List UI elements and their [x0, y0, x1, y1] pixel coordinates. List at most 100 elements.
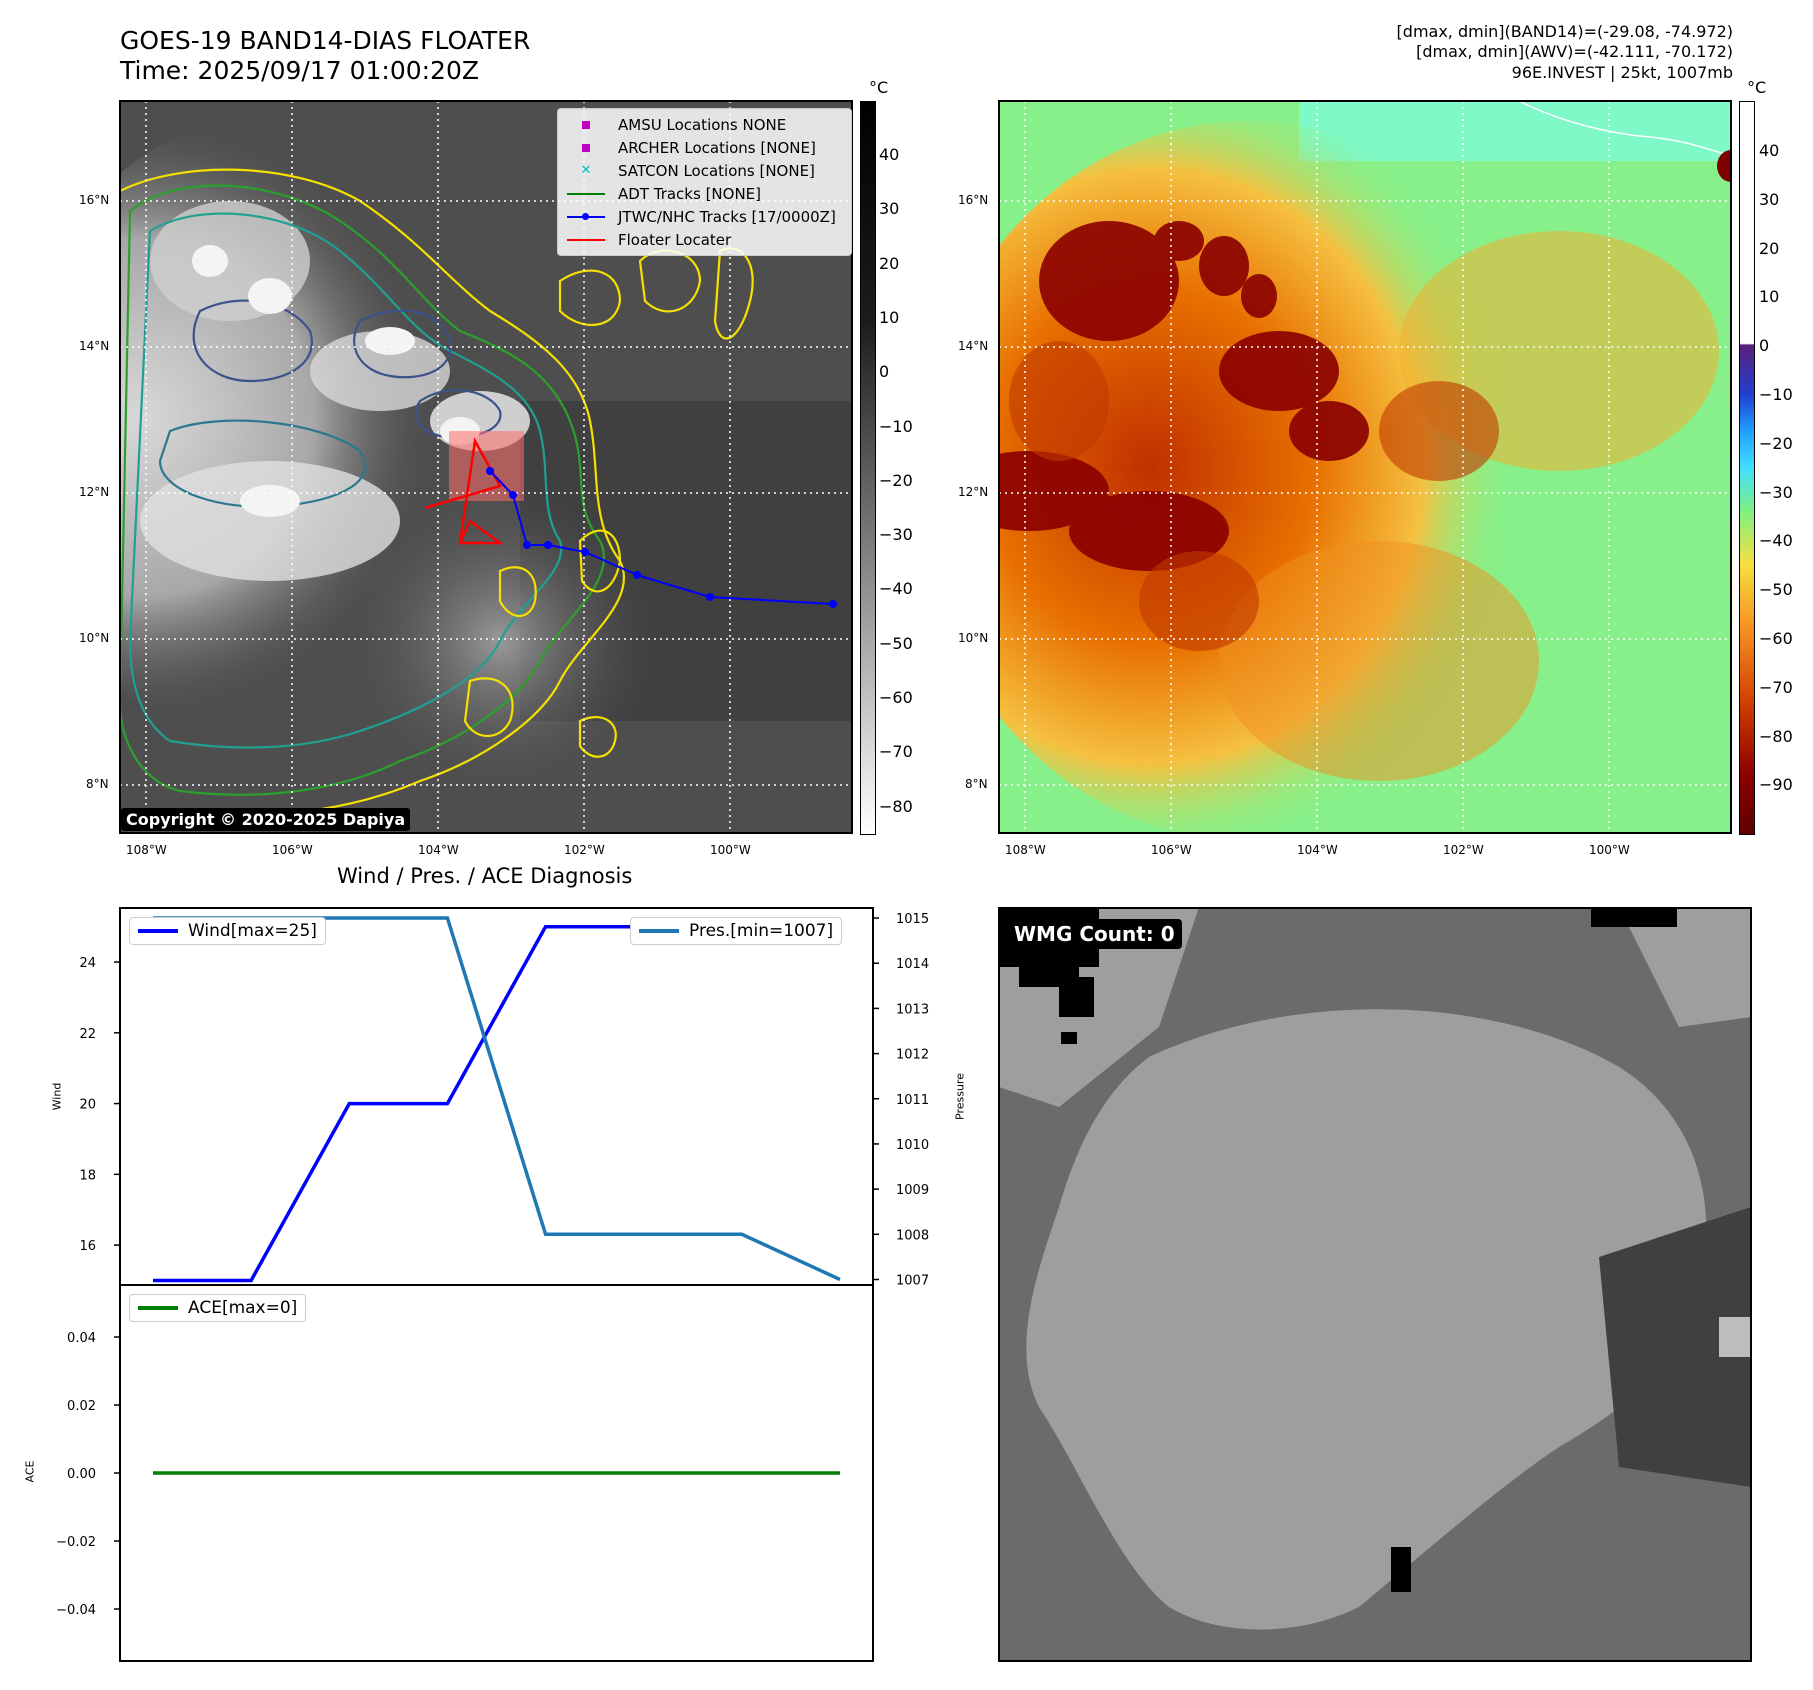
lon-label: 104°W	[418, 843, 459, 857]
legend-amsu: AMSU Locations NONE	[566, 113, 843, 136]
colorbar-tick-label: −70	[879, 742, 913, 762]
ace-legend: ACE[max=0]	[129, 1294, 307, 1322]
right-map-gridlines	[999, 101, 1731, 833]
lat-label: 12°N	[958, 485, 989, 499]
wind-axis-label: Wind	[50, 1082, 64, 1111]
colorbar-tick-label: 20	[879, 253, 900, 273]
colorbar-tick-label: 40	[1759, 141, 1780, 160]
wind-ytick-label: 22	[79, 1027, 96, 1042]
pressure-ytick-label: 1011	[896, 1093, 929, 1108]
legend-satcon: ✕ SATCON Locations [NONE]	[580, 161, 815, 180]
wind-legend: Wind[max=25]	[129, 917, 326, 945]
lat-label: 10°N	[958, 631, 989, 645]
colorbar-tick-label: 20	[1759, 238, 1780, 258]
colorbar-tick-label: 10	[1759, 287, 1780, 307]
lon-label: 102°W	[1443, 843, 1484, 857]
colorbar-tick-label: −20	[879, 470, 913, 490]
left-map-overlay	[120, 101, 852, 833]
floater-locater-track	[424, 437, 504, 545]
left-map-frame	[119, 100, 853, 834]
ace-ytick-label: 0.00	[67, 1467, 96, 1482]
pressure-ytick-label: 1015	[896, 912, 929, 927]
lat-label: 10°N	[79, 631, 110, 645]
lon-label: 102°W	[564, 843, 605, 857]
wind-ytick-label: 18	[79, 1168, 96, 1183]
wind-pressure-panel	[119, 907, 874, 1286]
colorbar-tick-label: −30	[879, 525, 913, 545]
legend-adt: ADT Tracks [NONE]	[566, 182, 843, 205]
wmg-frame	[998, 907, 1752, 1662]
pressure-ytick-label: 1012	[896, 1048, 929, 1063]
lat-label: 16°N	[958, 193, 989, 207]
wind-ytick-label: 20	[79, 1098, 96, 1113]
lon-label: 104°W	[1297, 843, 1338, 857]
colorbar-tick-label: −80	[1759, 726, 1793, 746]
colorbar-tick-label: 30	[1759, 189, 1780, 209]
legend-archer: ARCHER Locations [NONE]	[566, 136, 843, 159]
lon-label: 100°W	[710, 843, 751, 857]
ace-ytick-label: 0.04	[67, 1331, 96, 1346]
pressure-legend: Pres.[min=1007]	[630, 917, 843, 945]
pressure-ytick-label: 1013	[896, 1002, 929, 1017]
info-line-3: 96E.INVEST | 25kt, 1007mb	[1511, 63, 1733, 82]
figure-title: GOES-19 BAND14-DIAS FLOATER	[120, 26, 531, 55]
colorbar-tick-label: −60	[1759, 629, 1793, 648]
info-line-1: [dmax, dmin](BAND14)=(-29.08, -74.972)	[1396, 22, 1733, 41]
colorbar-tick-label: −90	[1759, 775, 1793, 795]
pressure-axis-label: Pressure	[953, 1073, 967, 1120]
wind-ytick-label: 16	[79, 1239, 96, 1254]
pressure-ytick-label: 1007	[896, 1273, 929, 1288]
colorbar-tick-label: −10	[1759, 385, 1793, 404]
ace-legend-swatch	[138, 1306, 178, 1310]
lat-label: 14°N	[958, 339, 989, 353]
colorbar-tick-label: −40	[879, 579, 913, 599]
wmg-image	[999, 907, 1751, 1661]
ace-panel	[119, 1284, 874, 1662]
lat-label: 8°N	[965, 777, 988, 791]
colorbar-tick-label: −20	[1759, 433, 1793, 453]
info-line-2: [dmax, dmin](AWV)=(-42.111, -70.172)	[1416, 42, 1733, 61]
copyright-label: Copyright © 2020-2025 Dapiya	[121, 808, 411, 831]
colorbar-unit: °C	[869, 78, 889, 97]
legend-jtwc: JTWC/NHC Tracks [17/0000Z]	[566, 205, 843, 228]
awv-colorbar	[1739, 101, 1755, 835]
right-map-frame	[998, 100, 1732, 834]
band14-colorbar	[860, 101, 876, 835]
colorbar-tick-label: 30	[879, 199, 900, 219]
colorbar-tick-label: −60	[879, 688, 913, 707]
colorbar-tick-label: −50	[879, 633, 913, 653]
ace-ytick-label: −0.04	[56, 1603, 96, 1618]
figure-time: Time: 2025/09/17 01:00:20Z	[120, 56, 479, 85]
colorbar-tick-label: −80	[879, 796, 913, 816]
colorbar-tick-label: −30	[1759, 482, 1793, 502]
lon-label: 106°W	[1151, 843, 1192, 857]
colorbar-tick-label: 10	[879, 307, 900, 327]
ace-ytick-label: 0.02	[67, 1399, 96, 1414]
colorbar-unit: °C	[1747, 78, 1767, 97]
lat-label: 12°N	[79, 485, 110, 499]
lat-label: 14°N	[79, 339, 110, 353]
pressure-ytick-label: 1014	[896, 957, 929, 972]
colorbar-tick-label: −10	[879, 416, 913, 436]
lat-label: 16°N	[79, 193, 110, 207]
wmg-count-label: WMG Count: 0	[1007, 919, 1182, 949]
lon-label: 108°W	[1005, 843, 1046, 857]
pressure-ytick-label: 1008	[896, 1228, 929, 1243]
lon-label: 100°W	[1589, 843, 1630, 857]
wind-legend-swatch	[138, 929, 178, 933]
colorbar-tick-label: −40	[1759, 531, 1793, 551]
diagnosis-title: Wind / Pres. / ACE Diagnosis	[337, 864, 633, 888]
pressure-legend-swatch	[639, 929, 679, 933]
lat-label: 8°N	[86, 777, 109, 791]
ace-ytick-label: −0.02	[56, 1535, 96, 1550]
colorbar-tick-label: −70	[1759, 677, 1793, 697]
wind-ytick-label: 24	[79, 956, 96, 971]
ace-axis-label: ACE	[23, 1460, 37, 1483]
colorbar-tick-label: 0	[1759, 336, 1770, 356]
colorbar-tick-label: −50	[1759, 580, 1793, 600]
legend-floater: Floater Locater	[566, 228, 843, 251]
jtwc-nhc-track	[489, 470, 834, 605]
lon-label: 108°W	[126, 843, 167, 857]
colorbar-tick-label: 40	[879, 145, 900, 164]
lon-label: 106°W	[272, 843, 313, 857]
